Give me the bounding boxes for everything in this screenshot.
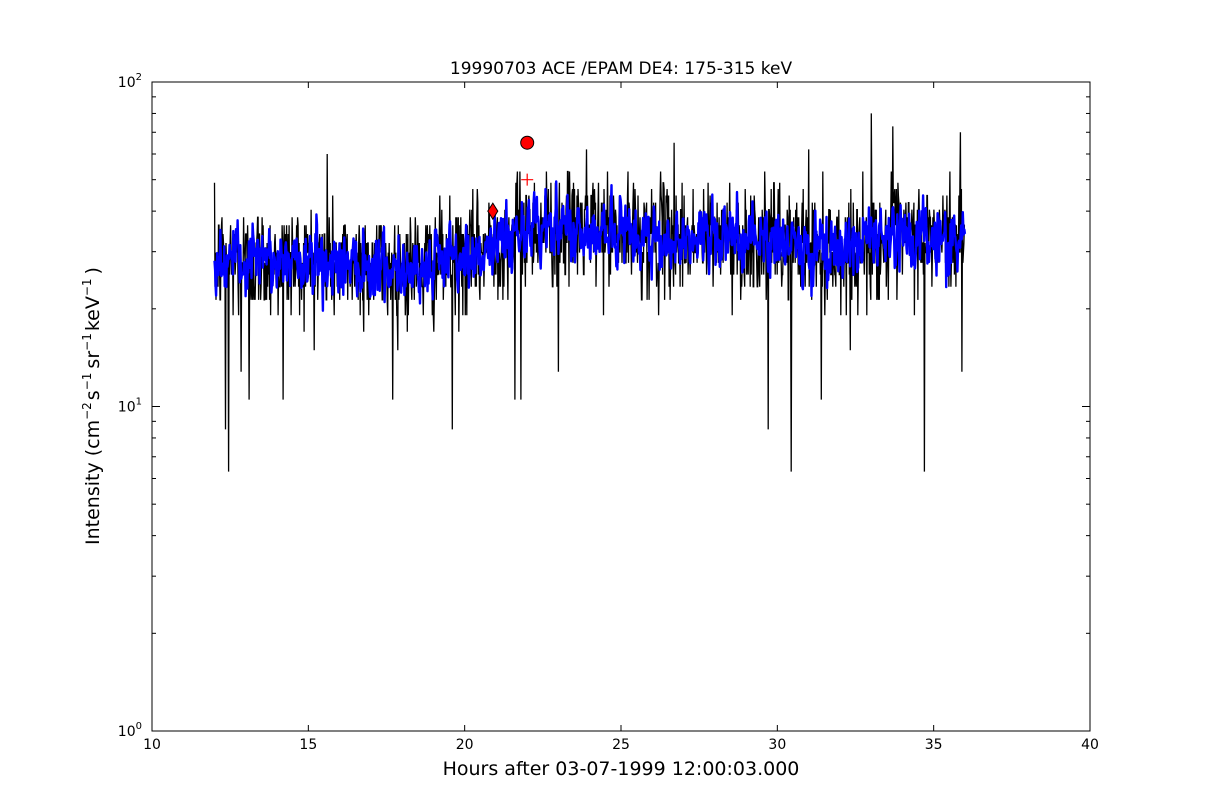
series-blue-line <box>213 180 967 312</box>
x-tick-label: 20 <box>456 737 474 753</box>
series-black-line <box>213 113 966 472</box>
chart-title: 19990703 ACE /EPAM DE4: 175-315 keV <box>450 59 793 79</box>
ylabel-exp3: −1 <box>80 333 94 351</box>
y-tick-base: 10 <box>118 400 136 416</box>
y-tick-base: 10 <box>118 75 136 91</box>
y-tick-exp: 2 <box>136 72 142 83</box>
x-tick-label: 25 <box>612 737 630 753</box>
y-tick-label: 101 <box>118 397 142 416</box>
marker-circle <box>520 135 535 150</box>
x-axis-ticks: 10 15 20 25 30 35 40 <box>143 82 1099 753</box>
y-tick-label: 102 <box>118 72 142 91</box>
marker-plus <box>521 173 534 186</box>
x-tick-label: 35 <box>925 737 943 753</box>
x-axis-label: Hours after 03-07-1999 12:00:03.000 <box>443 758 800 780</box>
marker-diamond <box>487 202 499 221</box>
series-layer <box>213 113 967 472</box>
x-tick-label: 40 <box>1081 737 1099 753</box>
x-tick-label: 10 <box>143 737 161 753</box>
ylabel-prefix: Intensity (cm <box>82 420 104 545</box>
x-tick-label: 30 <box>768 737 786 753</box>
marker-layer <box>487 135 535 221</box>
ylabel-suffix: ) <box>82 267 104 274</box>
y-tick-exp: 1 <box>136 397 142 408</box>
y-tick-exp: 0 <box>136 721 142 732</box>
ylabel-s: s <box>82 390 104 400</box>
ylabel-exp2: −1 <box>80 373 94 391</box>
x-tick-label: 15 <box>299 737 317 753</box>
y-tick-base: 10 <box>118 724 136 740</box>
ylabel-kev: keV <box>82 296 104 331</box>
ylabel-exp4: −1 <box>80 278 94 296</box>
y-axis-label: Intensity (cm−2s−1sr−1keV−1) <box>80 267 104 545</box>
y-tick-label: 100 <box>118 721 142 740</box>
ylabel-exp1: −2 <box>80 402 94 420</box>
ylabel-sr: sr <box>82 351 104 369</box>
